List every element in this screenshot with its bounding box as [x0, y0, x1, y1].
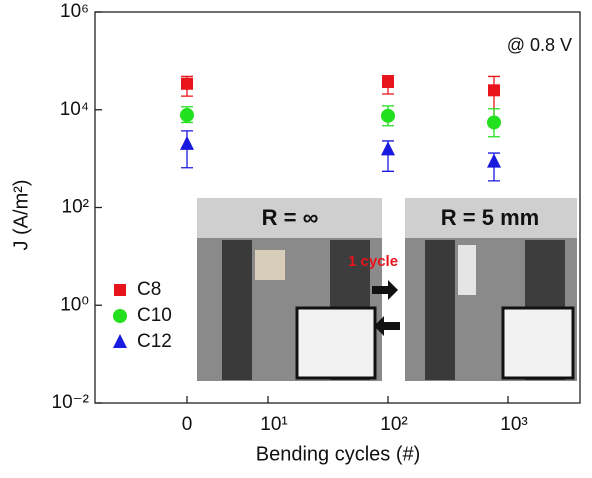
x-tick-label: 0 [182, 414, 193, 435]
x-tick-label: 10² [380, 414, 407, 435]
legend-label: C10 [137, 305, 172, 326]
legend-marker [114, 284, 126, 296]
data-point [181, 78, 193, 90]
chart: R = ∞ R = 5 mm 1 cycle @ 0.8 V Bending c… [0, 0, 592, 473]
annotation: 1 cycle [348, 253, 398, 270]
data-point [381, 109, 395, 123]
x-axis-label: Bending cycles (#) [256, 443, 421, 465]
page: R = ∞ R = 5 mm 1 cycle @ 0.8 V Bending c… [0, 0, 592, 478]
data-point [382, 76, 394, 88]
data-point [488, 84, 500, 96]
x-tick-label: 10³ [500, 414, 527, 435]
data-point [487, 154, 501, 168]
annotation: R = ∞ [262, 205, 319, 230]
annotation: @ 0.8 V [507, 35, 572, 55]
legend-label: C12 [137, 331, 172, 352]
data-point [180, 108, 194, 122]
y-tick-label: 10⁰ [60, 294, 89, 315]
y-tick-label: 10⁶ [60, 1, 89, 22]
y-tick-label: 10⁴ [60, 99, 89, 120]
data-point [180, 136, 194, 150]
y-axis-label: J (A/m²) [10, 179, 32, 250]
data-point [381, 141, 395, 155]
x-tick-label: 10¹ [260, 414, 287, 435]
legend-marker [113, 309, 127, 323]
legend-marker [113, 334, 127, 348]
legend-label: C8 [137, 279, 161, 300]
annotation: R = 5 mm [441, 205, 539, 230]
y-tick-label: 10⁻² [52, 392, 90, 413]
y-tick-label: 10² [62, 197, 89, 218]
data-point [487, 115, 501, 129]
